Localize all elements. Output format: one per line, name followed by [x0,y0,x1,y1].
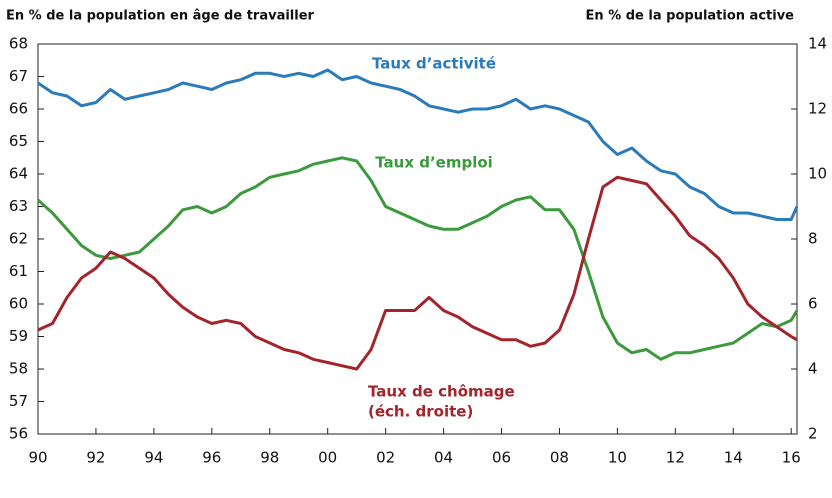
y2-tick-label: 10 [808,165,827,183]
y-tick-label: 68 [9,35,28,53]
x-tick-label: 00 [318,449,337,467]
series-label: Taux d’emploi [375,154,493,172]
y-tick-label: 57 [9,392,28,410]
y2-tick-label: 8 [808,230,818,248]
x-tick-label: 06 [492,449,511,467]
series-line [36,156,799,361]
y-tick-label: 62 [9,230,28,248]
y2-tick-label: 14 [808,35,827,53]
y-tick-label: 65 [9,132,28,150]
x-tick-label: 08 [550,449,569,467]
x-tick-label: 90 [28,449,47,467]
x-tick-label: 04 [434,449,453,467]
y2-tick-label: 12 [808,100,827,118]
y-tick-label: 58 [9,360,28,378]
y-tick-label: 66 [9,100,28,118]
y-tick-label: 59 [9,327,28,345]
series-label: Taux d’activité [372,55,496,73]
x-tick-label: 96 [202,449,221,467]
x-tick-label: 16 [782,449,801,467]
x-tick-label: 94 [144,449,163,467]
series-line [37,68,799,221]
x-tick-label: 14 [724,449,743,467]
y2-tick-label: 4 [808,360,818,378]
scale-note: (éch. droite) [368,403,473,421]
y-tick-label: 60 [9,295,28,313]
series-label: Taux de chômage [368,383,515,401]
left-axis-label: En % de la population en âge de travaill… [6,9,315,24]
y2-tick-label: 6 [808,295,818,313]
y-tick-label: 67 [9,67,28,85]
y-tick-label: 56 [9,425,28,443]
y-tick-label: 63 [9,197,28,215]
x-tick-label: 02 [376,449,395,467]
series-line [37,175,798,371]
x-tick-label: 92 [86,449,105,467]
y-tick-label: 64 [9,165,28,183]
x-tick-label: 98 [260,449,279,467]
x-tick-label: 10 [608,449,627,467]
y-tick-label: 61 [9,262,28,280]
right-axis-label: En % de la population active [586,9,795,24]
y2-tick-label: 2 [808,425,818,443]
x-tick-label: 12 [666,449,685,467]
